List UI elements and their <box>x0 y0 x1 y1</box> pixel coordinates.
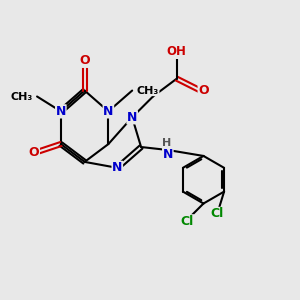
Text: CH₃: CH₃ <box>136 85 159 96</box>
Text: Cl: Cl <box>181 215 194 228</box>
Text: O: O <box>29 146 39 160</box>
Text: N: N <box>127 111 137 124</box>
Text: N: N <box>163 148 173 161</box>
Text: N: N <box>103 105 114 118</box>
Text: N: N <box>112 161 122 174</box>
Text: N: N <box>56 105 66 118</box>
Text: Cl: Cl <box>210 207 223 220</box>
Text: O: O <box>79 54 90 67</box>
Text: H: H <box>162 138 171 148</box>
Text: O: O <box>198 84 209 97</box>
Text: CH₃: CH₃ <box>10 92 33 101</box>
Text: OH: OH <box>167 45 187 58</box>
